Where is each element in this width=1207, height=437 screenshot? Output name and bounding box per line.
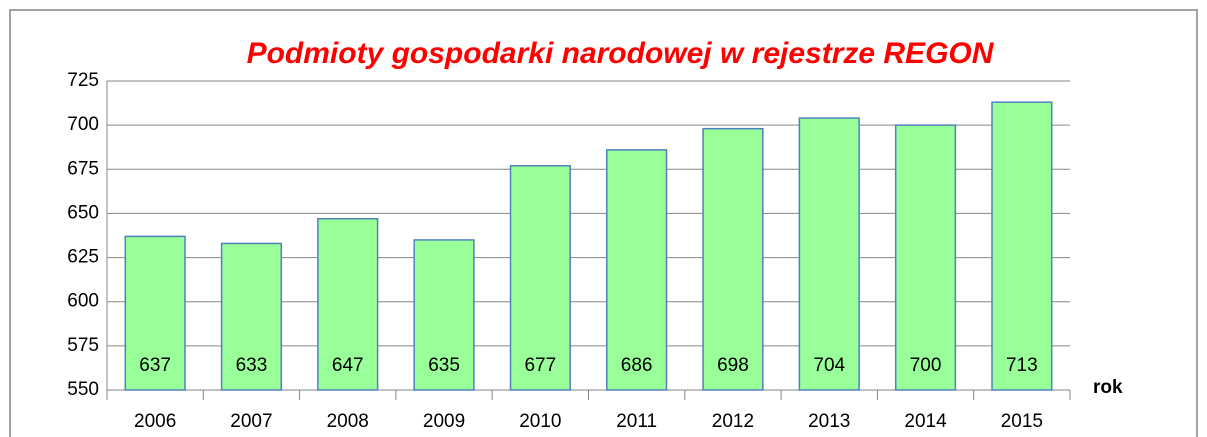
bar xyxy=(124,235,186,391)
x-tick-label: 2011 xyxy=(616,411,657,432)
y-tick-label: 700 xyxy=(67,114,99,135)
y-tick-label: 550 xyxy=(67,379,99,400)
chart-title: Podmioty gospodarki narodowej w rejestrz… xyxy=(247,37,995,70)
x-tick-label: 2008 xyxy=(327,411,369,432)
data-label: 637 xyxy=(139,355,171,376)
bar xyxy=(413,239,475,391)
x-tick-label: 2009 xyxy=(423,411,465,432)
bar xyxy=(317,217,379,391)
bar xyxy=(991,101,1053,391)
data-label: 635 xyxy=(428,355,460,376)
x-tick-label: 2006 xyxy=(134,411,176,432)
bar xyxy=(798,117,860,391)
bar xyxy=(894,124,957,391)
data-label: 700 xyxy=(910,355,942,376)
bar xyxy=(606,149,668,391)
data-label: 686 xyxy=(621,355,653,376)
x-tick-label: 2015 xyxy=(1001,411,1043,432)
y-tick-label: 650 xyxy=(67,202,99,223)
y-tick-label: 625 xyxy=(67,247,99,268)
data-label: 633 xyxy=(236,355,268,376)
data-label: 698 xyxy=(717,355,749,376)
bar xyxy=(220,242,283,391)
y-tick-label: 600 xyxy=(67,291,99,312)
data-label: 677 xyxy=(524,355,556,376)
x-tick-label: 2013 xyxy=(808,411,850,432)
x-tick-label: 2007 xyxy=(230,411,272,432)
bar xyxy=(702,127,764,391)
data-label: 647 xyxy=(332,355,364,376)
y-tick-label: 575 xyxy=(67,335,99,356)
y-tick-label: 675 xyxy=(67,158,99,179)
x-tick-label: 2014 xyxy=(904,411,947,432)
data-label: 704 xyxy=(813,355,845,376)
y-tick-label: 725 xyxy=(67,70,99,91)
bar xyxy=(509,165,571,391)
x-tick-label: 2010 xyxy=(519,411,561,432)
x-axis-label: rok xyxy=(1093,377,1123,398)
x-tick-label: 2012 xyxy=(712,411,754,432)
data-label: 713 xyxy=(1006,355,1038,376)
